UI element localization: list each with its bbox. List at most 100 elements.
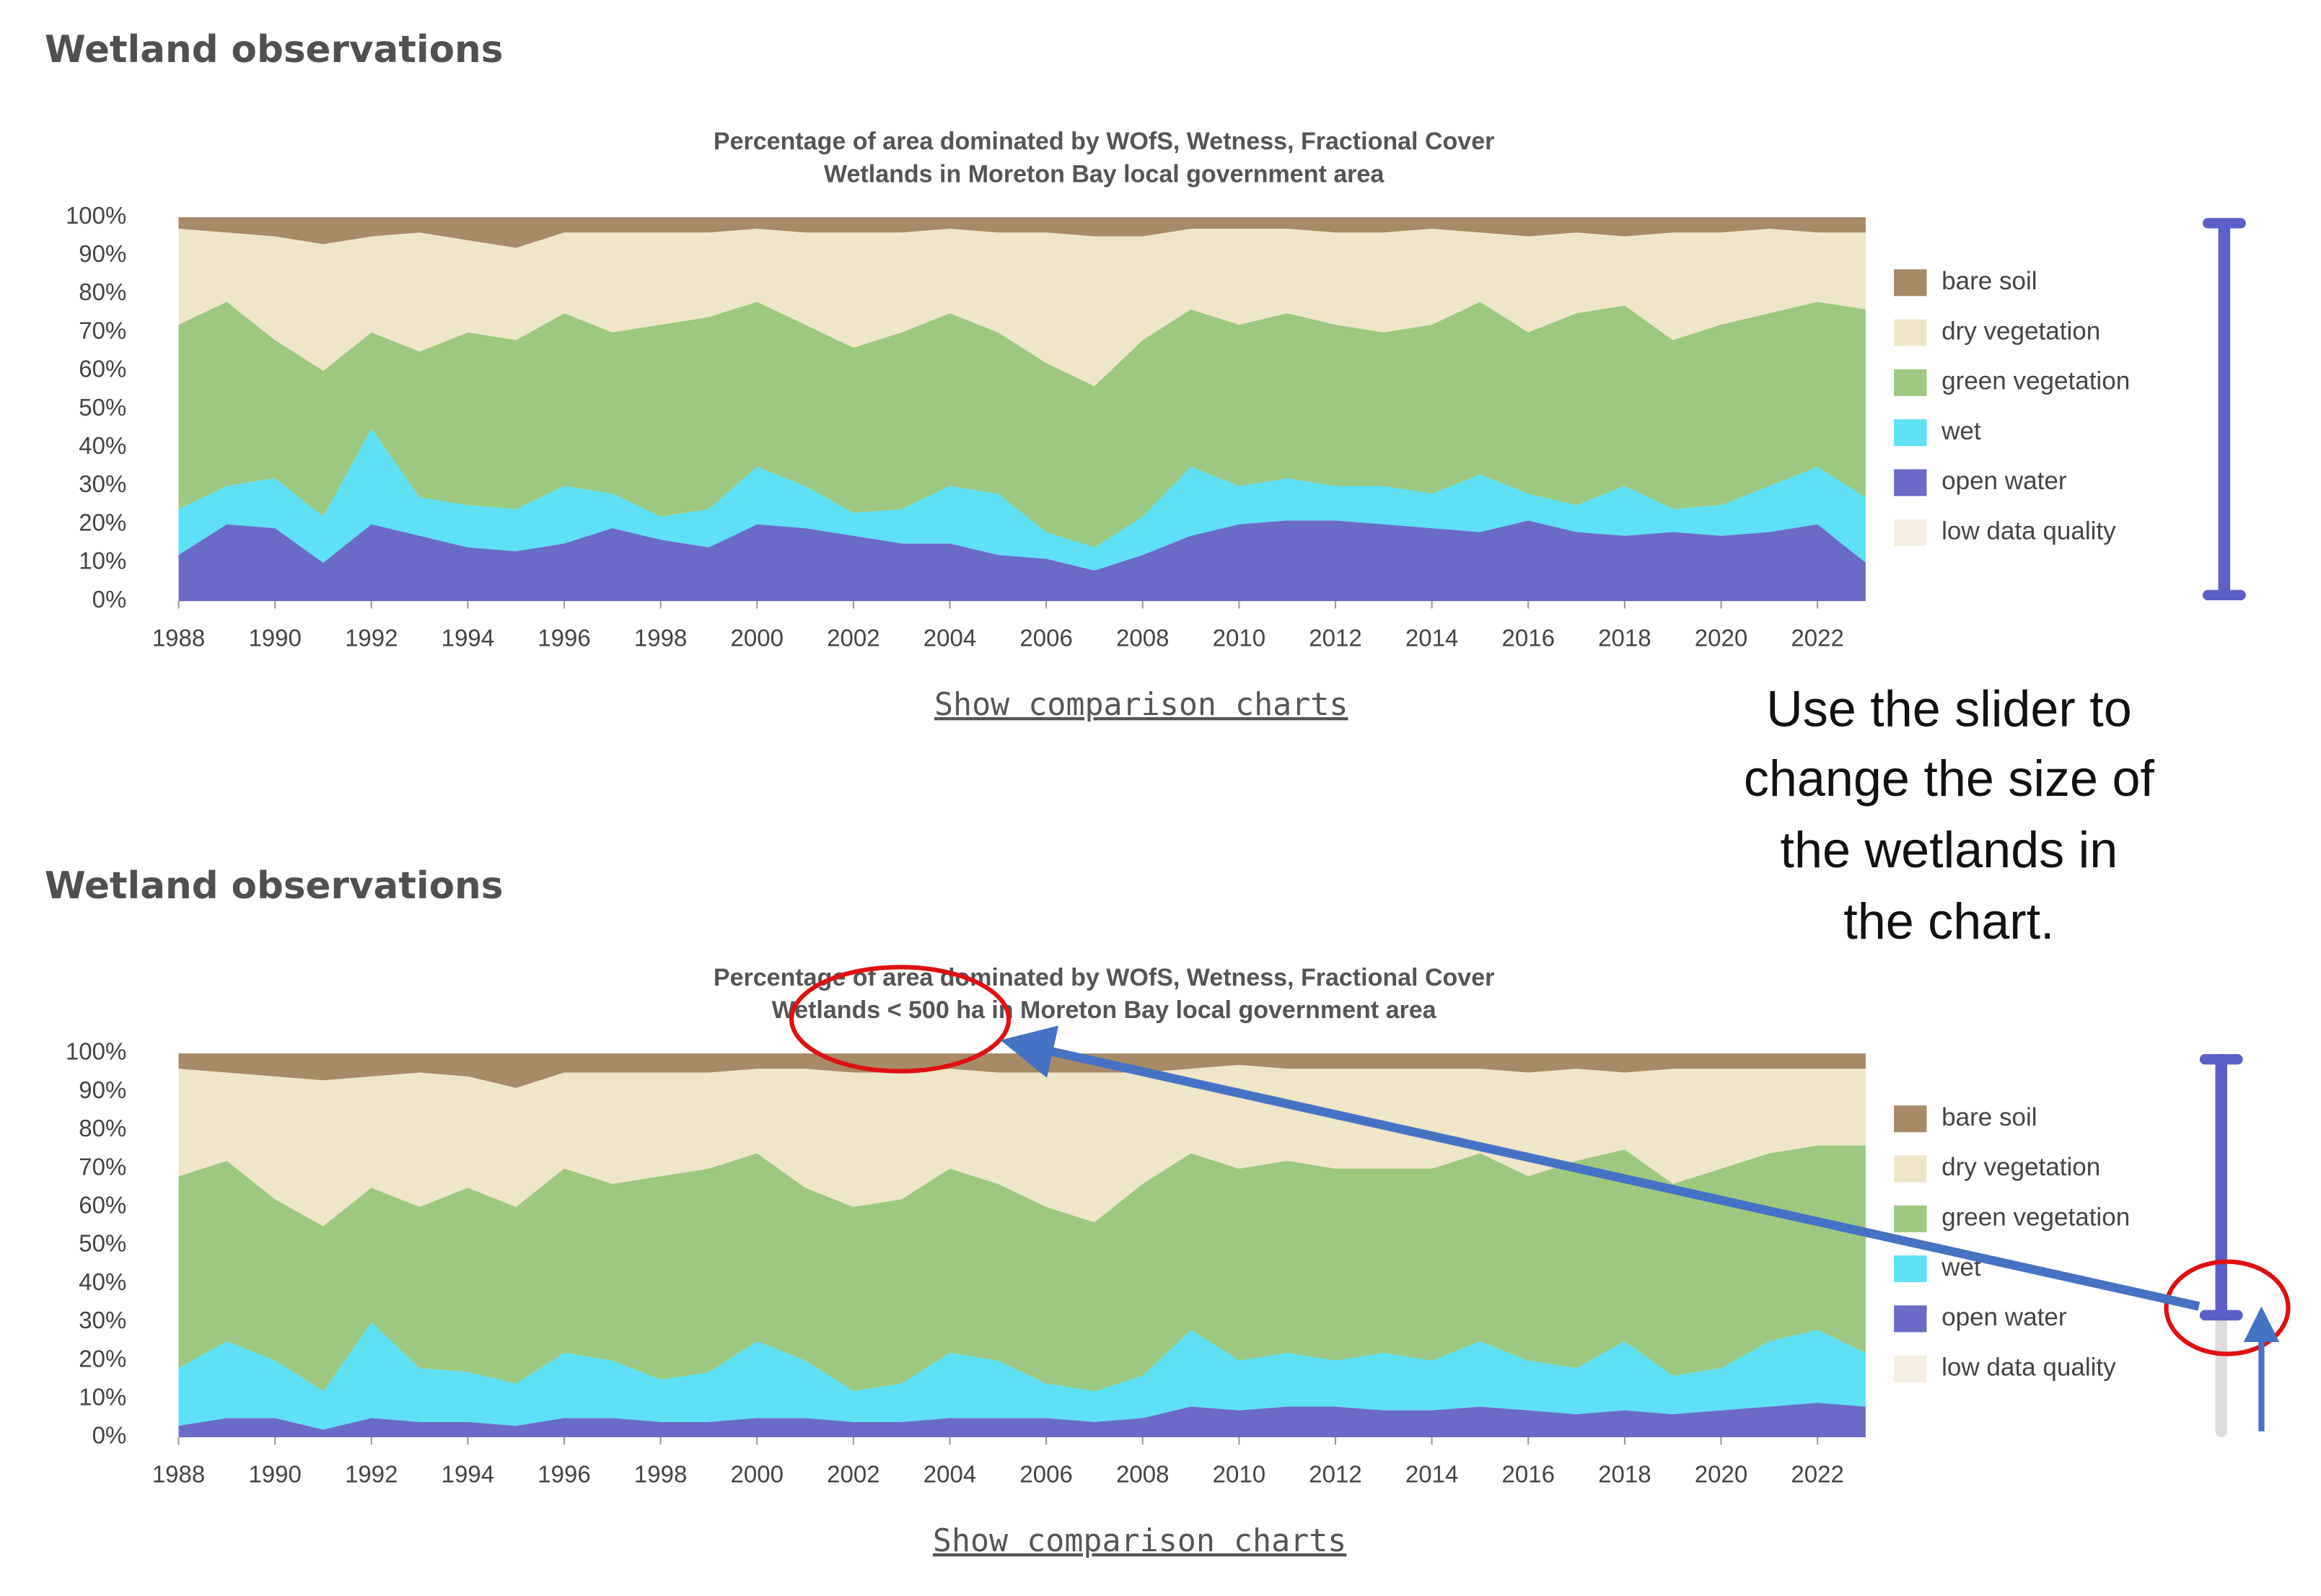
y-tick-label: 80%	[79, 1115, 126, 1141]
size-slider[interactable]	[2199, 1053, 2243, 1437]
x-tick-label: 2008	[1116, 624, 1169, 651]
legend-label: open water	[1942, 467, 2067, 495]
area-series	[178, 228, 1866, 387]
y-tick-label: 20%	[79, 509, 126, 535]
legend-swatch	[1894, 369, 1927, 396]
legend-label: green vegetation	[1942, 1203, 2130, 1232]
x-tick-label: 2020	[1695, 624, 1747, 651]
x-tick-label: 1998	[634, 1460, 687, 1487]
legend-label: low data quality	[1942, 1353, 2116, 1381]
legend-label: dry vegetation	[1942, 1153, 2100, 1181]
legend-label: open water	[1942, 1303, 2067, 1331]
y-tick-label: 30%	[79, 1307, 126, 1333]
x-tick-label: 2014	[1405, 624, 1458, 651]
chart-title: Percentage of area dominated by WOfS, We…	[714, 964, 1495, 991]
legend-label: wet	[1941, 417, 1981, 445]
legend-swatch	[1894, 1155, 1927, 1183]
panel-heading: Wetland observations	[45, 28, 503, 71]
comparison-link[interactable]: Show comparison charts	[933, 1523, 1346, 1559]
x-tick-label: 2010	[1213, 1460, 1265, 1487]
area-series	[178, 1064, 1866, 1227]
annotation-text: the wetlands in	[1781, 822, 2118, 878]
highlight-circle	[2164, 1259, 2291, 1356]
area-series	[178, 428, 1866, 571]
x-tick-label: 1996	[538, 624, 590, 651]
area-series	[178, 302, 1866, 548]
area-series	[178, 520, 1866, 602]
legend-label: bare soil	[1942, 267, 2037, 295]
y-tick-label: 90%	[79, 1077, 126, 1103]
legend-swatch	[1894, 1105, 1927, 1133]
x-tick-label: 2022	[1791, 1460, 1843, 1487]
y-tick-label: 50%	[79, 394, 126, 421]
legend-label: dry vegetation	[1942, 317, 2100, 345]
x-tick-label: 1994	[442, 624, 494, 651]
x-tick-label: 2006	[1019, 624, 1072, 651]
legend-swatch	[1894, 419, 1927, 447]
x-tick-label: 1998	[634, 624, 687, 651]
x-tick-label: 2012	[1309, 624, 1361, 651]
area-series	[178, 1322, 1866, 1430]
x-tick-label: 1992	[345, 624, 398, 651]
y-tick-label: 70%	[79, 1153, 126, 1180]
y-tick-label: 30%	[79, 470, 126, 497]
comparison-link[interactable]: Show comparison charts	[934, 687, 1348, 723]
chart-title: Percentage of area dominated by WOfS, We…	[714, 128, 1495, 155]
legend-swatch	[1894, 469, 1927, 496]
x-tick-label: 1988	[152, 1460, 205, 1487]
y-tick-label: 70%	[79, 317, 126, 343]
x-tick-label: 1994	[442, 1460, 494, 1487]
x-tick-label: 2002	[827, 1460, 879, 1487]
x-tick-label: 1990	[248, 1460, 301, 1487]
legend-label: low data quality	[1942, 517, 2116, 545]
panel-heading: Wetland observations	[45, 864, 503, 908]
legend-swatch	[1894, 269, 1927, 297]
y-tick-label: 10%	[79, 1383, 126, 1410]
legend-label: bare soil	[1942, 1103, 2037, 1131]
x-tick-label: 2002	[827, 624, 879, 651]
x-tick-label: 2022	[1791, 624, 1843, 651]
x-tick-label: 1992	[345, 1460, 398, 1487]
pointer-arrow	[1000, 1025, 2201, 1311]
x-tick-label: 2006	[1019, 1460, 1072, 1487]
legend-label: green vegetation	[1942, 367, 2130, 395]
legend-swatch	[1894, 1305, 1927, 1333]
x-tick-label: 2014	[1405, 1460, 1458, 1487]
y-tick-label: 40%	[79, 432, 126, 459]
legend-swatch	[1894, 1355, 1927, 1382]
x-tick-label: 1990	[248, 624, 301, 651]
highlight-circle	[789, 965, 1012, 1074]
x-tick-label: 2010	[1213, 624, 1265, 651]
legend-swatch	[1894, 319, 1927, 346]
y-tick-label: 80%	[79, 279, 126, 305]
x-tick-label: 1988	[152, 624, 205, 651]
x-tick-label: 2000	[731, 624, 784, 651]
y-tick-label: 0%	[92, 586, 127, 613]
annotation-text: the chart.	[1843, 893, 2054, 950]
chart-subtitle: Wetlands in Moreton Bay local government…	[824, 160, 1385, 188]
area-series	[178, 217, 1866, 248]
x-tick-label: 2012	[1309, 1460, 1361, 1487]
y-tick-label: 60%	[79, 356, 126, 382]
y-tick-label: 100%	[66, 1038, 126, 1065]
x-tick-label: 2018	[1598, 624, 1651, 651]
y-tick-label: 10%	[79, 548, 126, 574]
size-slider[interactable]	[2202, 218, 2246, 601]
legend-swatch	[1894, 519, 1927, 546]
x-tick-label: 2008	[1116, 1460, 1169, 1487]
x-tick-label: 2000	[731, 1460, 784, 1487]
area-series	[178, 1403, 1866, 1437]
annotation-text: change the size of	[1744, 750, 2155, 807]
y-tick-label: 40%	[79, 1268, 126, 1295]
x-tick-label: 2016	[1502, 624, 1555, 651]
y-tick-label: 20%	[79, 1345, 126, 1372]
y-tick-label: 60%	[79, 1191, 126, 1218]
x-tick-label: 2004	[923, 624, 976, 651]
legend-swatch	[1894, 1255, 1927, 1283]
legend-swatch	[1894, 1205, 1927, 1232]
x-tick-label: 2004	[923, 1460, 976, 1487]
x-tick-label: 2016	[1502, 1460, 1555, 1487]
x-tick-label: 2020	[1695, 1460, 1747, 1487]
